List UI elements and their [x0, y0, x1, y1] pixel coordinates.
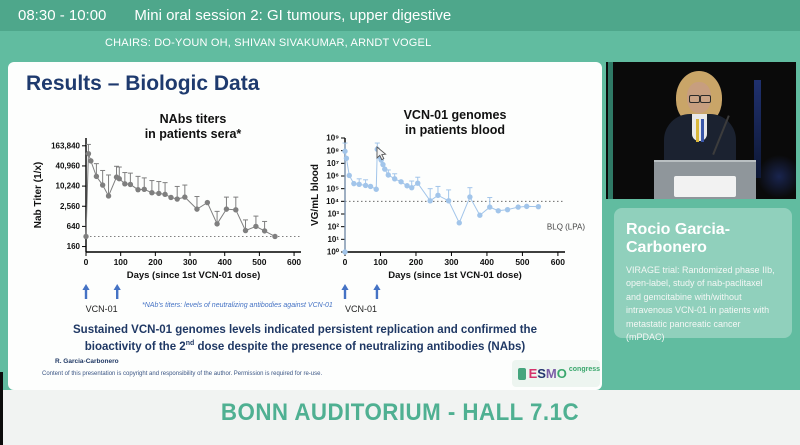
svg-text:100: 100 [373, 257, 387, 267]
svg-text:163,840: 163,840 [51, 141, 80, 150]
speaker-info-card: Rocio Garcia-Carbonero VIRAGE trial: Ran… [614, 208, 792, 342]
svg-text:Nab Titer (1/x): Nab Titer (1/x) [33, 162, 44, 229]
stage-curtain [608, 62, 613, 199]
svg-text:VG/mL blood: VG/mL blood [310, 164, 321, 226]
svg-text:300: 300 [444, 257, 458, 267]
speaker-abstract: VIRAGE trial: Randomized phase IIb, open… [626, 264, 775, 343]
svg-text:500: 500 [252, 257, 266, 267]
session-header-bar: 08:30 - 10:00 Mini oral session 2: GI tu… [0, 0, 800, 31]
session-title: Mini oral session 2: GI tumours, upper d… [134, 7, 452, 24]
stage-glow [758, 154, 796, 199]
speaker-glasses [700, 95, 711, 103]
podium-panel [674, 176, 736, 197]
esmo-logo-badge [518, 367, 526, 380]
svg-text:Days (since 1st VCN-01 dose): Days (since 1st VCN-01 dose) [388, 270, 522, 281]
svg-text:2,560: 2,560 [60, 202, 81, 211]
svg-text:VCN-01: VCN-01 [345, 304, 377, 314]
svg-text:100: 100 [114, 257, 128, 267]
svg-text:10⁴: 10⁴ [326, 197, 339, 206]
esmo-logo-congress-text: congress [568, 366, 600, 373]
presentation-slide: Results – Biologic Data NAbs titers in p… [8, 62, 602, 390]
svg-text:200: 200 [409, 257, 423, 267]
svg-text:0: 0 [343, 257, 348, 267]
nabs-titers-chart: 160 640 2,560 10,240 40,960 163,840 0 100 200 300… [33, 138, 301, 314]
location-bar: BONN AUDITORIUM - HALL 7.1C [0, 390, 800, 445]
genomes-chart-title: VCN-01 genomes in patients blood [403, 108, 507, 137]
svg-text:10⁵: 10⁵ [326, 184, 339, 193]
svg-text:400: 400 [480, 257, 494, 267]
svg-text:VCN-01: VCN-01 [86, 304, 118, 314]
nabs-chart-title: NAbs titers in patients sera* [144, 112, 242, 141]
svg-text:Days (since 1st VCN-01 dose): Days (since 1st VCN-01 dose) [127, 270, 261, 281]
slide-copyright: Content of this presentation is copyrigh… [42, 371, 323, 377]
svg-text:10⁹: 10⁹ [326, 134, 339, 143]
svg-text:10³: 10³ [327, 210, 339, 219]
vcn01-genomes-chart: 10⁰ 10¹ 10² 10³ 10⁴ 10⁵ 10⁶ 10⁷ 10⁸ 10⁹ 0 100 200 300… [310, 134, 585, 314]
podium [654, 160, 756, 199]
speaker-video-player[interactable] [606, 62, 796, 199]
svg-text:0: 0 [84, 257, 89, 267]
nabs-footnote: *NAb's titers: levels of neutralizing an… [142, 302, 333, 309]
session-chairs: CHAIRS: DO-YOUN OH, SHIVAN SIVAKUMAR, AR… [105, 37, 432, 49]
speaker-lanyard [701, 119, 704, 142]
svg-text:10⁶: 10⁶ [326, 172, 339, 181]
svg-text:160: 160 [67, 242, 81, 251]
session-time: 08:30 - 10:00 [18, 7, 107, 24]
svg-text:10⁰: 10⁰ [327, 248, 340, 257]
speaker-lanyard [696, 119, 699, 142]
svg-text:10²: 10² [327, 222, 339, 231]
svg-text:600: 600 [287, 257, 301, 267]
svg-text:400: 400 [218, 257, 232, 267]
speaker-shirt [692, 114, 707, 141]
slide-title: Results – Biologic Data [26, 72, 260, 95]
svg-text:500: 500 [515, 257, 529, 267]
speaker-glasses [689, 95, 700, 103]
hall-location: BONN AUDITORIUM - HALL 7.1C [220, 399, 580, 426]
svg-text:10,240: 10,240 [56, 182, 81, 191]
svg-text:300: 300 [183, 257, 197, 267]
svg-text:10⁸: 10⁸ [326, 146, 339, 155]
esmo-congress-logo: ESMO congress [512, 360, 600, 387]
esmo-logo-letters: ESMO [528, 366, 567, 381]
speaker-name: Rocio Garcia-Carbonero [626, 221, 731, 256]
stage-light [754, 80, 761, 178]
svg-text:10⁷: 10⁷ [327, 159, 339, 168]
svg-text:640: 640 [67, 222, 81, 231]
conclusion-statement: Sustained VCN-01 genomes levels indicate… [73, 324, 537, 353]
svg-text:BLQ (LPA): BLQ (LPA) [547, 223, 585, 232]
svg-text:10¹: 10¹ [327, 235, 339, 244]
svg-text:600: 600 [551, 257, 565, 267]
video-letterbox-edge [0, 372, 3, 445]
slide-author: R. Garcia-Carbonero [55, 358, 119, 365]
mouse-cursor-icon [376, 146, 387, 161]
svg-text:40,960: 40,960 [56, 162, 81, 171]
svg-text:200: 200 [148, 257, 162, 267]
